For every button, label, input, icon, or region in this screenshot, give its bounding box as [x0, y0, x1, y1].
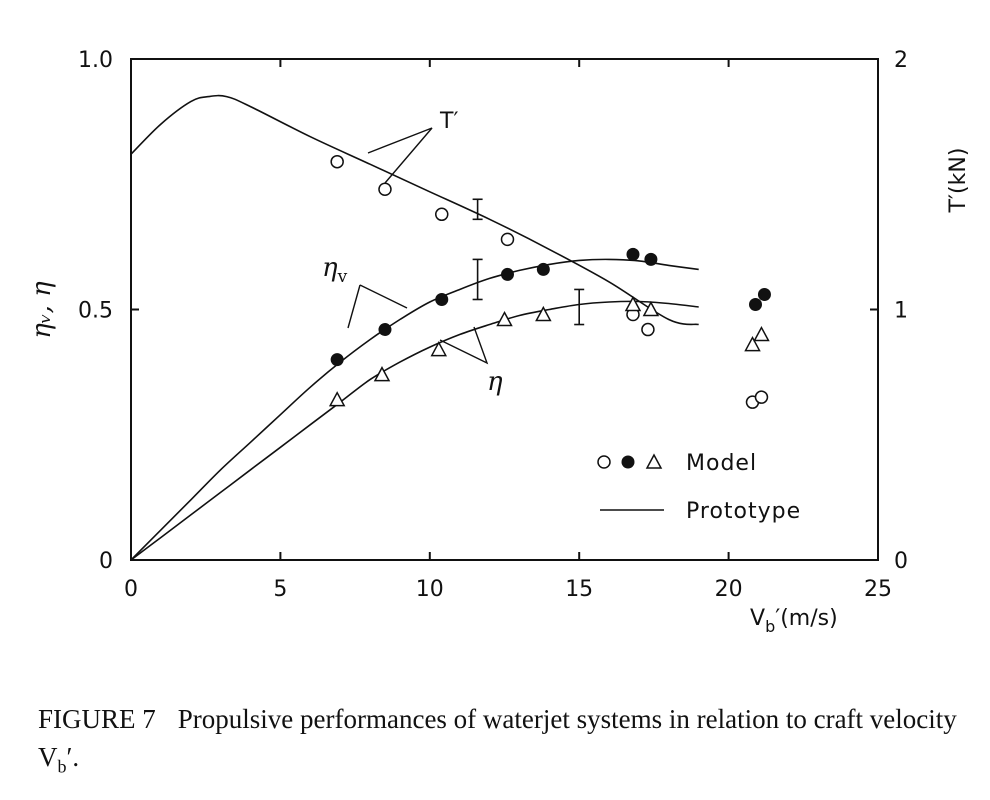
model-point-open-triangle [642, 300, 660, 317]
x-axis-label-rest: ′(m/s) [775, 606, 837, 631]
model-point-filled-circle [748, 297, 762, 311]
prototype-curve [130, 258, 699, 561]
etav-annotation-sub: v [337, 267, 348, 287]
model-point-open-circle [435, 207, 449, 222]
eta-leader [439, 326, 489, 365]
model-point-filled-circle [536, 262, 550, 276]
y-right-tick-label: 2 [894, 48, 908, 73]
model-point-open-circle [641, 322, 655, 337]
y-left-tick-label: 0.5 [78, 299, 113, 324]
model-markers [328, 154, 771, 409]
etav-leader-2 [347, 284, 361, 329]
model-point-open-circle [378, 182, 392, 197]
model-point-open-triangle [328, 391, 346, 407]
model-point-open-triangle [624, 295, 642, 312]
caption-sub: b [57, 756, 67, 777]
tprime-leader [367, 127, 433, 184]
model-point-open-triangle [753, 325, 770, 342]
model-point-open-triangle [535, 305, 552, 322]
model-point-open-triangle [496, 310, 513, 327]
model-point-open-circle [330, 154, 344, 169]
model-point-filled-circle [500, 267, 514, 281]
model-point-open-circle [754, 390, 769, 404]
model-point-filled-circle [757, 287, 771, 301]
plot-frame [130, 58, 879, 561]
y-left-axis-label: ηᵥ, η [27, 281, 57, 339]
caption-text: Propulsive performances of waterjet syst… [38, 704, 957, 772]
x-tick-label: 5 [273, 577, 287, 602]
legend-prototype-label: Prototype [686, 499, 801, 524]
legend-filled-circle [621, 455, 635, 469]
x-tick-label: 25 [864, 577, 892, 602]
eta-annotation: η [487, 367, 503, 397]
etav-leader [359, 284, 408, 309]
tprime-annotation: T′ [439, 109, 458, 134]
model-point-open-circle [500, 232, 515, 247]
prototype-curve [130, 300, 699, 561]
model-point-open-triangle [430, 340, 448, 357]
y-right-tick-label: 1 [894, 299, 908, 324]
error-bars [472, 198, 585, 326]
etav-annotation: ηv [322, 253, 348, 287]
legend: Model Prototype [597, 451, 801, 524]
y-right-axis-label: T′(kN) [946, 148, 971, 214]
model-point-open-triangle [373, 366, 391, 382]
model-point-filled-circle [626, 247, 640, 261]
legend-model-label: Model [686, 451, 757, 476]
prototype-curve [130, 94, 699, 326]
x-axis-label-sub: b [765, 617, 775, 636]
x-tick-label: 15 [565, 577, 593, 602]
legend-open-triangle [645, 453, 663, 469]
legend-open-circle [597, 455, 611, 469]
x-tick-label: 10 [416, 577, 444, 602]
caption-tail: ′. [66, 742, 80, 772]
x-axis-label: Vb′(m/s) [750, 606, 838, 636]
y-left-tick-label: 1.0 [78, 48, 113, 73]
figure-caption: FIGURE 7 Propulsive performances of water… [38, 700, 968, 785]
y-right-tick-label: 0 [894, 549, 908, 574]
model-point-filled-circle [330, 353, 344, 367]
model-point-filled-circle [435, 292, 449, 306]
x-axis-label-main: V [750, 606, 765, 631]
prototype-curves [130, 94, 699, 561]
etav-annotation-main: η [322, 253, 338, 283]
model-point-filled-circle [644, 252, 658, 266]
x-tick-label: 20 [715, 577, 743, 602]
model-point-filled-circle [378, 323, 392, 337]
x-tick-label: 0 [124, 577, 138, 602]
figure-label: FIGURE 7 [38, 704, 156, 734]
model-point-open-triangle [744, 335, 761, 352]
y-left-tick-label: 0 [99, 549, 113, 574]
axis-ticks [130, 58, 879, 561]
annotation-leaders [347, 127, 489, 365]
